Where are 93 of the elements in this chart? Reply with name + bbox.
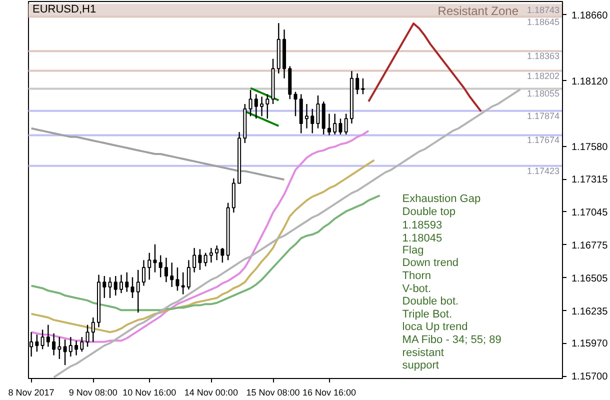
candlestick [142, 260, 146, 286]
candlestick [344, 113, 348, 136]
candlestick [170, 262, 174, 288]
ref-line-label: 1.18645 [526, 16, 560, 27]
ref-line-label: 1.17674 [526, 135, 560, 146]
x-tick-label: 9 Nov 08:00 [68, 388, 118, 398]
candlestick [153, 244, 157, 273]
line-series [52, 88, 522, 378]
y-tick-label: 1.18660 [572, 10, 608, 22]
candlestick [46, 324, 50, 348]
line-series [30, 159, 376, 334]
candlestick [35, 334, 39, 352]
candlestick [260, 96, 264, 117]
candlestick [333, 113, 337, 136]
candlestick [198, 248, 202, 271]
annotation: 1.18593 [402, 220, 442, 232]
annotation: Triple Bot. [402, 308, 452, 320]
y-tick-label: 1.15970 [572, 338, 608, 350]
y-tick-label: 1.17315 [572, 174, 608, 186]
candlestick [58, 336, 62, 360]
annotation: Thorn [402, 270, 432, 282]
candlestick [108, 276, 112, 299]
candlestick [294, 91, 298, 117]
ref-line-label: 1.17874 [526, 110, 560, 121]
candlestick [361, 78, 365, 95]
annotation: support [402, 360, 440, 372]
candlestick [164, 257, 168, 283]
annotation: Double bot. [402, 296, 459, 308]
y-tick-label: 1.15700 [572, 372, 608, 383]
x-tick-label: 10 Nov 16:00 [122, 388, 176, 398]
candlestick [74, 340, 78, 356]
y-tick-label: 1.16235 [572, 306, 608, 318]
candlestick [86, 324, 90, 348]
candlestick [114, 275, 118, 296]
candlestick [356, 72, 360, 95]
x-tick-label: 8 Nov 2017 [8, 388, 54, 398]
candlestick [266, 94, 270, 120]
candlestick [304, 103, 309, 129]
line-series [368, 22, 482, 112]
candlestick [52, 332, 56, 356]
candlestick [40, 329, 44, 350]
candlestick [204, 252, 208, 267]
y-tick-label: 1.17580 [572, 142, 608, 154]
line-series [30, 127, 286, 181]
candlestick [338, 118, 342, 136]
annotation: MA Fibo - 34; 55; 89 [402, 334, 502, 346]
candlestick [119, 274, 124, 294]
ref-line-label: 1.18743 [526, 4, 560, 15]
candlestick [310, 108, 314, 134]
annotation: V-bot. [402, 282, 432, 295]
chart-title: EURUSD,H1 [32, 4, 96, 16]
candlestick [91, 316, 95, 342]
annotation: resistant [402, 346, 444, 359]
ref-line-label: 1.18202 [526, 70, 560, 81]
candlestick [181, 272, 185, 295]
candlestick [254, 94, 258, 120]
candlestick [80, 336, 84, 352]
candlestick [209, 247, 213, 264]
band-label: Resistant Zone [438, 4, 519, 18]
ref-line-label: 1.18363 [526, 51, 560, 62]
candlestick [316, 94, 320, 129]
y-tick-label: 1.16775 [572, 240, 608, 252]
annotation: Down trend [402, 257, 459, 270]
line-series [30, 194, 381, 312]
candlestick [125, 272, 129, 292]
annotation: Double top [402, 206, 456, 218]
candlestick [248, 89, 252, 117]
annotation: loca Up trend [402, 321, 468, 334]
ref-line-label: 1.18055 [526, 88, 560, 99]
candlestick [186, 260, 190, 290]
candlestick [215, 244, 219, 261]
y-tick-label: 1.17045 [572, 207, 608, 218]
candlestick [130, 276, 134, 299]
x-tick-label: 16 Nov 16:00 [302, 388, 356, 398]
x-tick-label: 15 Nov 08:00 [246, 388, 300, 398]
candlestick [63, 338, 67, 366]
y-tick-label: 1.16505 [572, 273, 608, 284]
candlestick [176, 266, 180, 292]
candlestick [102, 275, 106, 299]
y-tick-label: 1.18120 [572, 76, 608, 88]
candlestick [220, 247, 224, 264]
x-tick-label: 14 Nov 00:00 [184, 388, 238, 398]
line-series [250, 87, 280, 102]
candlestick [148, 252, 152, 280]
ref-line-label: 1.17423 [526, 166, 560, 176]
annotation: Flag [402, 244, 424, 256]
candlestick [68, 336, 72, 358]
annotation: Exhaustion Gap [402, 193, 481, 206]
candlestick [327, 113, 331, 136]
annotation: 1.18045 [402, 232, 442, 244]
candlestick [192, 247, 196, 273]
candlestick [136, 269, 140, 314]
candlestick [158, 254, 162, 278]
